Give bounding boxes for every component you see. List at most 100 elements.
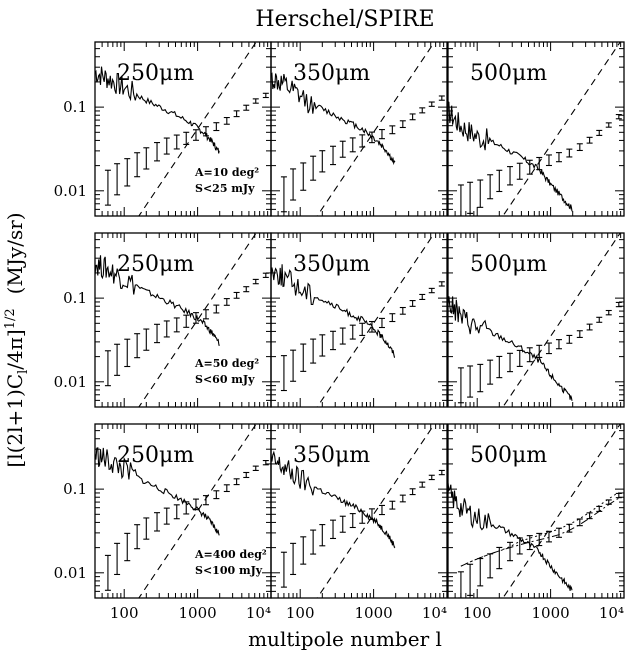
band-label: 500μm <box>470 61 547 86</box>
data-point <box>252 278 259 285</box>
data-point <box>173 317 180 333</box>
cirrus-solid-curve <box>448 482 573 591</box>
data-point <box>339 140 346 158</box>
cirrus-solid-curve <box>95 447 220 536</box>
panel-curves <box>95 233 269 407</box>
data-point <box>467 563 474 596</box>
data-point <box>192 498 199 511</box>
data-point <box>104 350 111 387</box>
data-point <box>192 129 199 141</box>
data-point <box>114 542 121 576</box>
data-point <box>399 494 406 503</box>
data-point <box>566 334 573 344</box>
data-point <box>457 571 464 598</box>
data-point <box>213 122 220 132</box>
x-tick-label: 10⁴ <box>422 604 447 622</box>
data-point <box>243 471 250 479</box>
data-point <box>409 113 416 121</box>
data-point <box>438 95 445 101</box>
noise-dashed-line <box>138 42 257 216</box>
data-point <box>516 349 523 367</box>
data-point <box>428 101 435 107</box>
data-point <box>545 342 552 355</box>
data-point <box>586 512 593 520</box>
data-point <box>496 355 503 379</box>
noise-dashed-line <box>316 233 436 407</box>
panel-frame <box>270 41 448 217</box>
data-point <box>252 465 259 471</box>
data-point <box>252 98 259 104</box>
data-point <box>233 110 240 118</box>
data-point <box>496 169 503 193</box>
y-axis-title-sup: 1/2 <box>3 308 18 329</box>
x-axis-title: multipole number l <box>248 627 442 651</box>
data-point <box>290 542 297 576</box>
area-annotation: A=400 deg² <box>194 548 267 561</box>
data-point <box>378 504 385 516</box>
data-point <box>487 553 494 579</box>
data-point <box>428 287 435 294</box>
cirrus-solid-curve <box>271 72 396 166</box>
data-point <box>457 367 464 404</box>
panel-curves <box>448 424 622 598</box>
data-point <box>555 339 562 350</box>
y-tick-label: 0.01 <box>54 373 87 391</box>
data-point <box>507 166 514 186</box>
data-point <box>243 286 250 293</box>
noise-dashed-line <box>316 424 436 598</box>
x-tick-label: 100 <box>463 604 492 622</box>
band-label: 250μm <box>117 443 194 468</box>
noise-dashed-line <box>138 424 257 598</box>
area-annotation: A=10 deg² <box>194 166 259 179</box>
y-axis-title: [l(2l+1)Cl/4π]1/2 (MJy/sr) <box>3 212 31 467</box>
data-point <box>359 322 366 336</box>
y-axis-title-main: [l(2l+1)C <box>3 374 27 468</box>
band-label: 500μm <box>470 443 547 468</box>
data-point <box>605 122 612 128</box>
data-point <box>143 328 150 351</box>
x-tick-label: 10⁴ <box>246 604 271 622</box>
data-point <box>615 114 622 120</box>
data-point <box>243 104 250 111</box>
data-point <box>615 492 622 499</box>
data-point <box>389 500 396 510</box>
data-point <box>555 152 562 163</box>
data-point <box>280 551 287 588</box>
data-point <box>202 309 209 320</box>
data-point <box>173 504 180 520</box>
x-tick-label: 1000 <box>532 604 570 622</box>
data-point <box>419 293 426 300</box>
data-point <box>143 147 150 170</box>
y-tick-label: 0.01 <box>54 564 87 582</box>
data-point <box>134 152 141 178</box>
data-point <box>319 524 326 547</box>
data-point <box>555 527 562 538</box>
data-point <box>300 343 307 372</box>
data-point <box>409 300 416 307</box>
data-point <box>526 347 533 363</box>
data-point <box>399 120 406 129</box>
data-point <box>389 313 396 323</box>
data-point <box>526 535 533 551</box>
area-annotation: A=50 deg² <box>194 357 259 370</box>
band-label: 350μm <box>293 443 370 468</box>
data-point <box>339 327 346 345</box>
panel-curves <box>95 424 269 598</box>
data-point <box>223 484 230 493</box>
data-point <box>114 163 121 196</box>
data-point <box>262 272 269 278</box>
panel-3-250: 250μm A=400 deg² S<100 mJy 0.1 0.01 100 1000 10… <box>54 423 272 622</box>
data-point <box>477 363 484 393</box>
band-label: 500μm <box>470 252 547 277</box>
panel-curves <box>271 42 445 216</box>
x-tick-label: 100 <box>286 604 315 622</box>
data-point <box>223 116 230 125</box>
data-point <box>124 532 131 562</box>
noise-dashed-line <box>316 42 436 216</box>
data-point <box>359 510 366 524</box>
data-point <box>143 517 150 540</box>
y-axis-title-tail: /4π] <box>3 329 27 369</box>
cirrus-solid-curve <box>448 101 573 212</box>
data-point <box>438 281 445 287</box>
data-point <box>300 162 307 191</box>
